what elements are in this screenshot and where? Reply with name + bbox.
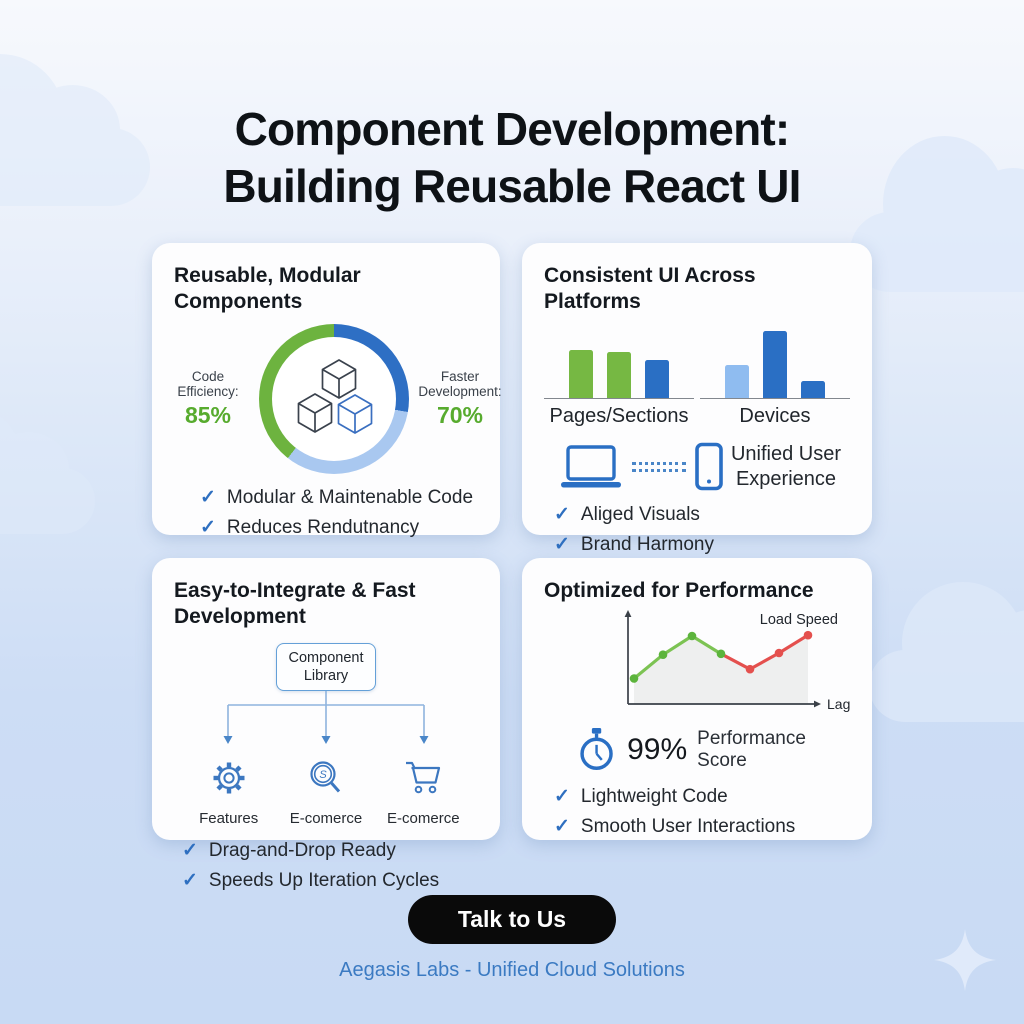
sync-dotted-lines	[632, 457, 686, 477]
card-optimized-performance: Optimized for Performance Load Speed Lag	[522, 558, 872, 840]
card-title: Reusable, Modular Components	[174, 264, 361, 314]
card-consistent-ui: Consistent UI Across Platforms Pages/Sec…	[522, 243, 872, 555]
metric-value: 85%	[184, 401, 232, 428]
check-label: Brand Harmony	[580, 533, 714, 555]
check-label: Aliged Visuals	[580, 503, 700, 525]
check-item: ✓ Brand Harmony	[554, 533, 850, 556]
card-title: Consistent UI Across Platforms	[544, 264, 756, 314]
check-label: Lightweight Code	[580, 786, 728, 808]
device-sync-row: Unified User Experience	[544, 442, 850, 493]
efficiency-donut	[259, 323, 409, 474]
leaf-ecommerce-search: S E-comerce	[277, 754, 374, 827]
metric-label: Faster Development:	[418, 368, 502, 399]
leaf-label: Features	[199, 809, 259, 827]
performance-score-row: 99% Performance Score	[576, 725, 850, 775]
cloud-shape	[869, 581, 1024, 722]
sparkle-icon	[934, 929, 996, 991]
leaf-label: E-comerce	[289, 809, 363, 827]
donut-row: Code Efficiency: 85%	[160, 323, 502, 474]
bar-chart-label: Pages/Sections	[549, 404, 689, 427]
gear-icon	[213, 762, 245, 794]
performance-line-chart: Load Speed Lag	[606, 608, 850, 721]
bar	[801, 380, 825, 398]
search-icon: S	[310, 761, 341, 793]
annotation-lag: Lag	[827, 696, 850, 712]
check-icon: ✓	[182, 869, 198, 891]
annotation-load-speed: Load Speed	[760, 612, 838, 628]
card-reusable-modular-components: Reusable, Modular Components Code Effici…	[152, 243, 502, 538]
page-title-line2: Building Reusable React UI	[223, 159, 801, 212]
check-icon: ✓	[554, 786, 570, 808]
card-easy-to-integrate: Easy-to-Integrate & Fast Development Com…	[152, 558, 500, 891]
check-label: Reduces Rendutnancy	[226, 516, 420, 538]
page-title-line1: Component Development:	[234, 102, 791, 155]
bars-group	[544, 329, 694, 399]
leaf-features: Features	[180, 754, 277, 827]
performance-score-label: Performance Score	[697, 728, 806, 772]
metric-faster-development: Faster Development: 70%	[412, 369, 508, 429]
stopwatch-icon	[580, 728, 613, 771]
check-list: ✓ Modular & Maintenable Code ✓ Reduces R…	[174, 486, 478, 539]
bar	[607, 351, 631, 398]
check-list: ✓ Aliged Visuals ✓ Brand Harmony	[544, 503, 850, 556]
check-label: Modular & Maintenable Code	[226, 486, 474, 508]
metric-value: 70%	[436, 401, 484, 428]
check-item: ✓ Aliged Visuals	[554, 503, 850, 526]
card-title: Optimized for Performance	[544, 579, 814, 602]
check-label: Drag-and-Drop Ready	[208, 839, 396, 861]
component-library-box: Component Library	[276, 642, 376, 691]
check-icon: ✓	[200, 516, 216, 538]
smartphone-icon	[695, 442, 723, 491]
metric-label: Code Efficiency:	[177, 368, 239, 399]
laptop-icon	[561, 445, 621, 488]
talk-to-us-button[interactable]: Talk to Us	[408, 895, 616, 944]
leaf-label: E-comerce	[387, 809, 460, 827]
check-item: ✓ Reduces Rendutnancy	[200, 516, 478, 539]
check-list: ✓ Drag-and-Drop Ready ✓ Speeds Up Iterat…	[174, 839, 478, 892]
donut-hole	[272, 336, 396, 461]
bar-chart-label: Devices	[739, 404, 811, 427]
leaf-ecommerce-cart: E-comerce	[375, 754, 472, 827]
bar-chart-pages-sections: Pages/Sections	[544, 329, 694, 428]
bar-charts-row: Pages/Sections Devices	[544, 329, 850, 428]
check-icon: ✓	[554, 816, 570, 838]
card-title: Easy-to-Integrate & Fast Development	[174, 579, 416, 629]
performance-score-value: 99%	[627, 733, 688, 767]
cart-icon	[406, 761, 441, 794]
check-item: ✓ Drag-and-Drop Ready	[182, 839, 478, 862]
check-list: ✓ Lightweight Code ✓ Smooth User Interac…	[544, 785, 850, 838]
tree-lines	[223, 690, 429, 744]
bar	[569, 349, 593, 398]
check-item: ✓ Modular & Maintenable Code	[200, 486, 478, 509]
bar-chart-devices: Devices	[700, 329, 850, 428]
check-icon: ✓	[554, 533, 570, 555]
check-label: Speeds Up Iteration Cycles	[208, 869, 440, 891]
check-icon: ✓	[554, 503, 570, 525]
check-icon: ✓	[200, 486, 216, 508]
leaf-row: Features S E-comerce E-	[174, 754, 478, 827]
cloud-shape	[0, 405, 95, 534]
bar	[725, 364, 749, 398]
unified-experience-caption: Unified User Experience	[730, 442, 842, 491]
bar	[645, 359, 669, 398]
bars-group	[700, 329, 850, 399]
device-sync-group	[558, 442, 724, 492]
svg-text:S: S	[319, 769, 327, 781]
check-item: ✓ Smooth User Interactions	[554, 815, 850, 838]
check-item: ✓ Lightweight Code	[554, 785, 850, 808]
line-chart-svg: Load Speed Lag	[624, 610, 850, 712]
footer-caption: Aegasis Labs - Unified Cloud Solutions	[339, 959, 685, 981]
page-title: Component Development: Building Reusable…	[0, 101, 1024, 215]
metric-code-efficiency: Code Efficiency: 85%	[160, 369, 256, 429]
tree-connector	[174, 690, 478, 754]
check-item: ✓ Speeds Up Iteration Cycles	[182, 869, 478, 892]
check-label: Smooth User Interactions	[580, 816, 796, 838]
check-icon: ✓	[182, 839, 198, 861]
cloud-shape	[850, 136, 1024, 292]
cubes-icon	[297, 358, 373, 434]
bar	[763, 330, 787, 398]
